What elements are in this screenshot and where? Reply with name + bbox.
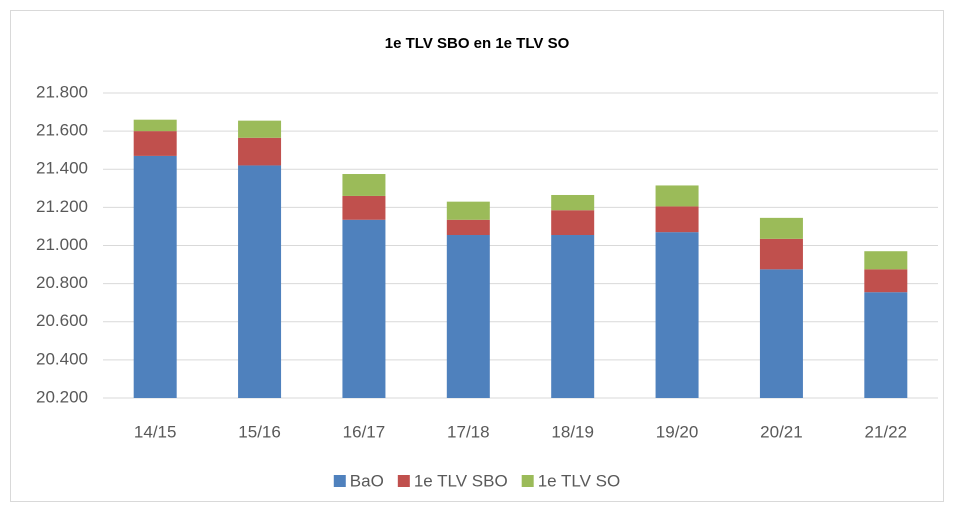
legend-swatch bbox=[397, 475, 410, 487]
bar-segment bbox=[133, 131, 177, 156]
y-tick-label: 21.600 bbox=[36, 121, 88, 140]
bar-segment bbox=[446, 219, 490, 236]
chart-title: 1e TLV SBO en 1e TLV SO bbox=[385, 35, 570, 52]
y-tick-label: 20.200 bbox=[36, 387, 88, 406]
legend-swatch bbox=[333, 475, 346, 487]
bar-segment bbox=[133, 119, 177, 132]
bar-segment bbox=[551, 210, 595, 236]
bar-segment bbox=[446, 235, 490, 398]
x-tick-label: 15/16 bbox=[238, 422, 281, 441]
bar-segment bbox=[342, 195, 386, 220]
x-tick-label: 19/20 bbox=[656, 422, 699, 441]
bar-segment bbox=[446, 201, 490, 220]
bar-segment bbox=[655, 185, 699, 207]
bar-segment bbox=[551, 235, 595, 398]
bar-segment bbox=[759, 269, 803, 398]
x-tick-label: 17/18 bbox=[447, 422, 490, 441]
bar-segment bbox=[759, 238, 803, 270]
legend-label: BaO bbox=[350, 471, 384, 490]
x-tick-label: 16/17 bbox=[343, 422, 386, 441]
x-tick-label: 14/15 bbox=[134, 422, 177, 441]
bar-segment bbox=[238, 137, 282, 166]
legend-label: 1e TLV SO bbox=[538, 471, 621, 490]
bar-segment bbox=[342, 219, 386, 398]
y-tick-label: 20.800 bbox=[36, 273, 88, 292]
y-tick-label: 21.200 bbox=[36, 197, 88, 216]
y-tick-label: 21.000 bbox=[36, 235, 88, 254]
bar-segment bbox=[864, 269, 908, 293]
x-tick-label: 21/22 bbox=[865, 422, 908, 441]
legend-label: 1e TLV SBO bbox=[414, 471, 508, 490]
bar-segment bbox=[759, 217, 803, 239]
x-tick-label: 20/21 bbox=[760, 422, 803, 441]
bar-segment bbox=[864, 251, 908, 270]
legend-swatch bbox=[521, 475, 534, 487]
bar-segment bbox=[655, 232, 699, 398]
y-tick-label: 21.800 bbox=[36, 82, 88, 101]
bar-segment bbox=[864, 292, 908, 398]
x-tick-label: 18/19 bbox=[551, 422, 594, 441]
bar-segment bbox=[342, 174, 386, 196]
bar-segment bbox=[133, 155, 177, 398]
bar-segment bbox=[655, 206, 699, 233]
y-tick-label: 20.400 bbox=[36, 349, 88, 368]
y-tick-label: 20.600 bbox=[36, 311, 88, 330]
bar-segment bbox=[551, 194, 595, 211]
bar-segment bbox=[238, 165, 282, 398]
bars bbox=[133, 119, 908, 398]
y-tick-label: 21.400 bbox=[36, 159, 88, 178]
bar-segment bbox=[238, 120, 282, 138]
